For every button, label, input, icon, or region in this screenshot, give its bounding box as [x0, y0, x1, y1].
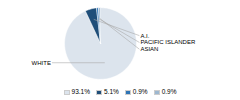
svg-text:WHITE: WHITE [32, 60, 51, 66]
html-text:5.1%: 5.1% [104, 88, 119, 95]
html-text:0.9%: 0.9% [161, 88, 177, 95]
svg-text:PACIFIC ISLANDER: PACIFIC ISLANDER [140, 39, 196, 45]
svg-text:ASIAN: ASIAN [140, 46, 158, 52]
svg-text:A.I.: A.I. [140, 33, 149, 39]
html-text:0.9%: 0.9% [132, 88, 148, 95]
html-text:93.1%: 93.1% [71, 88, 90, 95]
